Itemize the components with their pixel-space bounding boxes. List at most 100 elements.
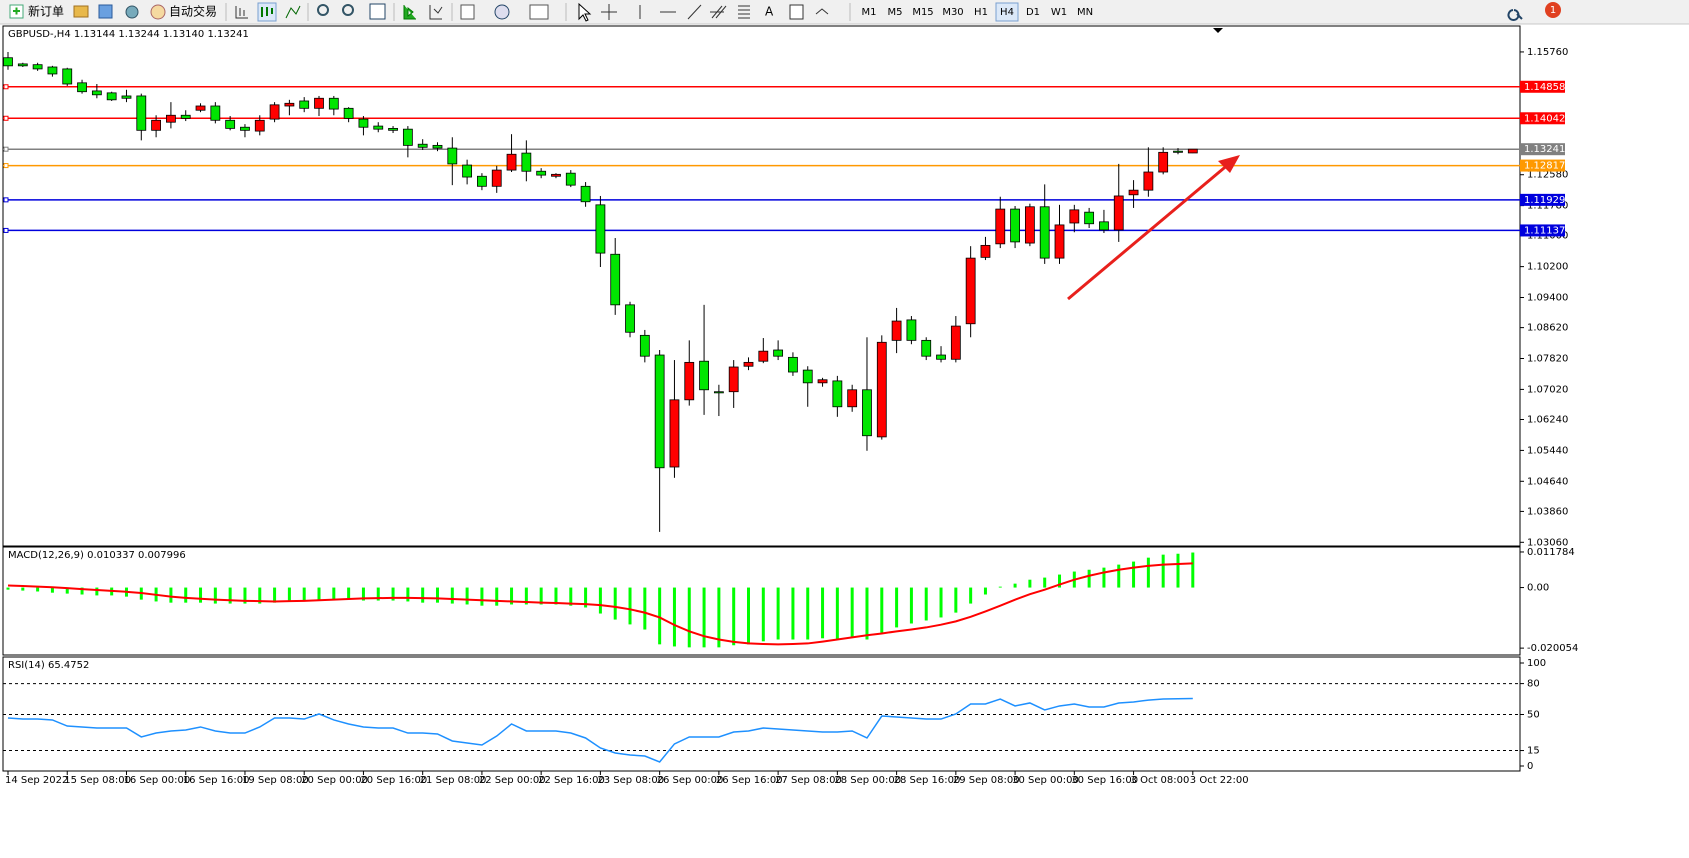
candle-body [521, 152, 532, 172]
icon-button[interactable] [285, 5, 301, 19]
timeframe-button[interactable]: H4 [995, 2, 1019, 22]
histogram-bar [687, 587, 691, 648]
candle-body [358, 118, 369, 128]
timeframe-button[interactable]: W1 [1048, 3, 1070, 21]
timeframe-button[interactable]: M1 [858, 3, 880, 21]
periods[interactable] [494, 4, 510, 20]
histogram-bar [228, 587, 232, 604]
histogram-bar [628, 587, 632, 625]
x-tick-label: 20 Sep 00:00 [301, 775, 368, 786]
autoscroll[interactable] [403, 5, 416, 20]
trendline-tool[interactable] [687, 4, 702, 20]
icon-button[interactable] [125, 5, 139, 19]
histogram-bar [939, 587, 943, 618]
auto-trading-button[interactable]: 自动交易 [150, 4, 217, 20]
chart-shift[interactable] [429, 5, 443, 20]
x-tick-label: 20 Sep 16:00 [360, 775, 427, 786]
level-tag [1520, 80, 1565, 93]
level-tag-label: 1.14858 [1524, 82, 1565, 93]
y-tick-label: 1.09400 [1527, 293, 1568, 304]
candle-body [225, 119, 236, 129]
candle-body [91, 90, 102, 96]
timeframe-button[interactable]: M30 [940, 3, 966, 21]
notification-count: 1 [1550, 5, 1556, 16]
histogram-bar [465, 587, 469, 605]
panel-frame [2, 25, 1521, 547]
histogram-bar [613, 587, 617, 620]
crosshair-tool[interactable] [601, 4, 617, 20]
zoom-out[interactable] [342, 4, 354, 16]
y-tick-label: 100 [1527, 658, 1546, 669]
level-tag [1520, 159, 1565, 172]
level-tag-label: 1.12817 [1524, 161, 1565, 172]
candle-body [447, 147, 458, 165]
level-tag [1520, 224, 1565, 237]
timeframe-button[interactable]: M5 [884, 3, 906, 21]
level-tag-label: 1.14042 [1524, 113, 1565, 124]
level-tag-label: 1.11929 [1524, 195, 1565, 206]
indicators[interactable] [460, 4, 475, 20]
candle-body [62, 68, 73, 85]
y-tick-label: 1.03060 [1527, 537, 1568, 548]
histogram-bar [954, 587, 958, 613]
arrows-tool[interactable] [815, 8, 829, 15]
notification-badge[interactable] [1545, 2, 1561, 18]
histogram-bar [761, 587, 765, 642]
y-tick-label: 50 [1527, 710, 1540, 721]
text-tool[interactable]: A [765, 5, 774, 19]
histogram-bar [213, 587, 217, 604]
timeframe-button[interactable]: MN [1074, 3, 1096, 21]
shift-marker [1213, 28, 1223, 33]
fibo-tool[interactable] [738, 5, 750, 19]
candle-body [551, 173, 561, 177]
level-tag [1520, 112, 1565, 125]
new-order-button[interactable]: 新订单 [9, 4, 64, 19]
templates[interactable] [529, 4, 549, 20]
label-tool[interactable] [789, 4, 804, 20]
channel-tool[interactable] [710, 5, 727, 19]
candle-body [684, 361, 695, 401]
timeframe-button[interactable]: H1 [970, 3, 992, 21]
y-tick-label: 1.08620 [1527, 323, 1568, 334]
x-tick-label: 27 Sep 08:00 [775, 775, 842, 786]
candle-body [1113, 195, 1124, 231]
histogram-bar [998, 586, 1002, 588]
histogram-bar [1102, 567, 1106, 588]
candle-body [536, 170, 547, 176]
icon-button[interactable] [73, 5, 89, 18]
button-label: M30 [942, 7, 963, 18]
x-tick-label: 21 Sep 08:00 [420, 775, 487, 786]
histogram-bar [732, 587, 736, 646]
histogram-bar [361, 587, 365, 601]
candle-body [817, 379, 828, 384]
x-tick-label: 28 Sep 00:00 [834, 775, 901, 786]
candle-body [136, 95, 147, 131]
icon-button[interactable] [98, 4, 113, 19]
histogram-bar [376, 587, 380, 601]
x-tick-label: 29 Sep 08:00 [953, 775, 1020, 786]
histogram-bar [332, 587, 336, 600]
candle-body [1084, 211, 1095, 225]
candle-body [106, 92, 117, 101]
search-button[interactable] [1507, 9, 1523, 21]
cursor-tool[interactable] [578, 2, 592, 22]
x-tick-label: 3 Oct 22:00 [1190, 775, 1249, 786]
histogram-bar [302, 587, 306, 601]
histogram-bar [835, 587, 839, 640]
histogram-bar [1043, 577, 1047, 588]
candle-body [77, 82, 87, 93]
histogram-bar [1191, 552, 1195, 588]
candle-body [565, 172, 576, 186]
histogram-bar [169, 587, 173, 603]
timeframe-button[interactable]: D1 [1022, 3, 1044, 21]
histogram-bar [95, 587, 99, 596]
candle-body [328, 97, 339, 110]
candle-body [921, 339, 932, 357]
timeframe-button[interactable]: M15 [910, 3, 936, 21]
histogram-bar [21, 587, 25, 591]
icon-button[interactable] [235, 6, 248, 19]
zoom-in[interactable] [317, 4, 329, 16]
tile-windows[interactable] [369, 3, 386, 20]
toolbar-left: 新订单 自动交易 A [9, 2, 851, 22]
candle-body [862, 389, 872, 437]
